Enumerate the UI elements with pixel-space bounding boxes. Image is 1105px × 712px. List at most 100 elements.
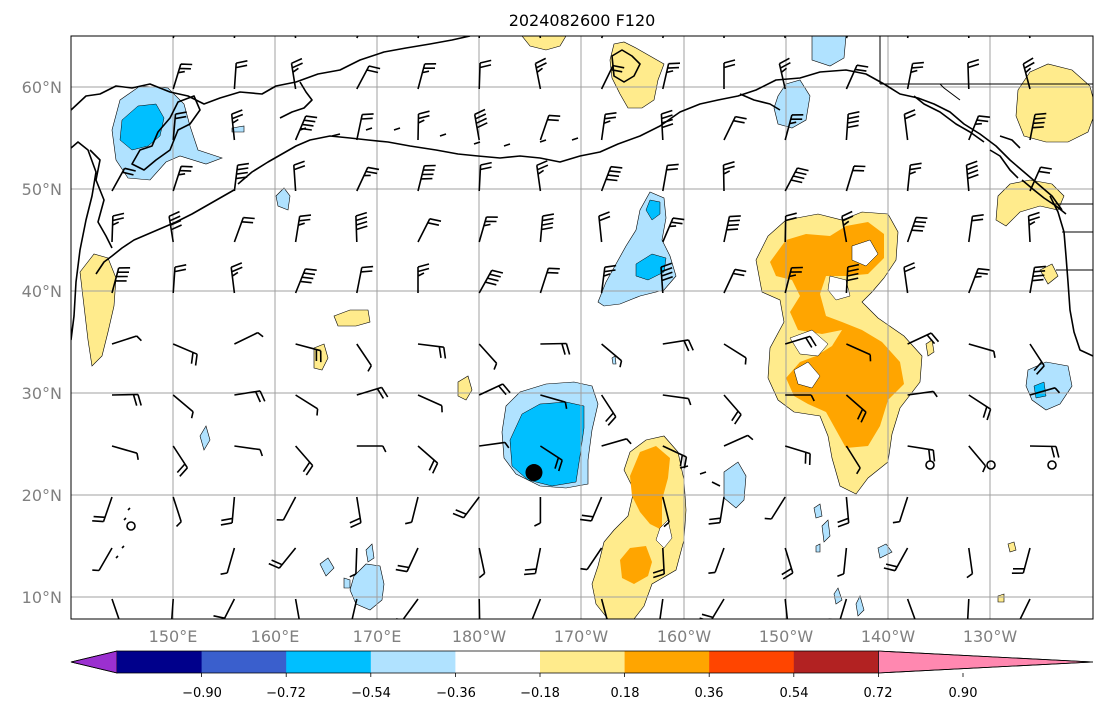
wind-barb xyxy=(478,343,498,370)
wind-barb xyxy=(659,598,664,619)
wind-barb xyxy=(785,394,815,402)
blue-shading xyxy=(119,103,1047,487)
wind-barb xyxy=(906,162,922,192)
map-frame xyxy=(70,35,1094,620)
wind-barb xyxy=(845,36,849,39)
colorbar-tick-label: −0.18 xyxy=(520,686,560,701)
wind-barb xyxy=(784,266,803,294)
wind-barb xyxy=(417,445,439,474)
storm-location-marker xyxy=(525,464,543,482)
lon-label: 170°W xyxy=(554,627,609,646)
orange-shading xyxy=(620,222,904,584)
wind-barb xyxy=(290,57,303,90)
lon-label: 140°W xyxy=(861,627,916,646)
wind-barb xyxy=(478,36,481,39)
wind-barb xyxy=(845,111,860,141)
wind-barb xyxy=(172,445,189,477)
wind-barb xyxy=(172,36,175,39)
colorbar-extend-high xyxy=(878,650,1094,674)
colorbar-segment xyxy=(201,651,287,673)
colorbar-tick-label: −0.72 xyxy=(266,686,306,701)
wind-barb xyxy=(784,167,809,192)
colorbar-segment xyxy=(455,651,541,673)
lon-label: 170°E xyxy=(353,627,402,646)
wind-barb xyxy=(723,394,742,425)
wind-barb xyxy=(534,497,542,527)
wind-barb xyxy=(111,212,125,243)
wind-barb xyxy=(534,57,547,90)
wind-barb xyxy=(1028,36,1031,39)
calm-wind-circle xyxy=(1047,460,1057,470)
wind-barb xyxy=(845,263,860,294)
colorbar-tick-label: −0.54 xyxy=(351,686,391,701)
wind-barb xyxy=(662,496,670,528)
wind-barb xyxy=(1029,112,1047,141)
wind-barb xyxy=(708,547,725,574)
wind-barb xyxy=(356,166,380,192)
lon-label: 180°W xyxy=(452,627,507,646)
wind-barb xyxy=(883,547,909,572)
wind-barb xyxy=(293,160,306,192)
wind-barb xyxy=(662,445,688,469)
wind-barb xyxy=(841,210,854,243)
wind-barb xyxy=(531,598,542,619)
wind-barb xyxy=(479,441,510,449)
wind-barb xyxy=(417,218,442,243)
wind-barb xyxy=(845,165,866,192)
wind-barb xyxy=(349,547,358,578)
wind-barb xyxy=(784,598,789,619)
wind-barb xyxy=(837,547,848,577)
lat-label: 50°N xyxy=(22,180,62,199)
wind-barb xyxy=(1011,547,1031,574)
wind-barb xyxy=(294,598,300,619)
wind-barb xyxy=(405,496,419,525)
wind-barb xyxy=(723,59,736,89)
lon-label: 160°E xyxy=(251,627,300,646)
wind-barb xyxy=(1029,265,1046,294)
lat-label: 30°N xyxy=(22,384,62,403)
wind-barb xyxy=(452,496,480,519)
wind-barb xyxy=(967,58,980,90)
wind-barb xyxy=(349,496,362,529)
wind-barb xyxy=(845,64,869,90)
wind-barb xyxy=(230,109,244,141)
wind-barb xyxy=(168,210,182,243)
wind-barb xyxy=(276,496,297,521)
wind-barb xyxy=(417,110,430,141)
wind-barb xyxy=(784,335,817,348)
wind-barb xyxy=(172,63,193,90)
wind-barb xyxy=(764,496,786,520)
wind-barb xyxy=(845,394,867,423)
wind-barb xyxy=(723,434,754,447)
wind-barb xyxy=(600,112,617,141)
colorbar-extend-low xyxy=(70,650,118,674)
calm-wind-circle xyxy=(986,460,996,470)
colorbar-segment xyxy=(286,651,372,673)
wind-barb xyxy=(356,65,381,90)
wind-barb xyxy=(111,598,120,619)
wind-barbs xyxy=(92,36,1061,619)
map-title: 2024082600 F120 xyxy=(509,11,656,30)
wind-barb xyxy=(660,262,673,294)
wind-barb xyxy=(906,36,909,39)
wind-barb xyxy=(966,547,974,579)
colorbar-tick-label: 0.90 xyxy=(949,686,978,701)
wind-barb xyxy=(708,496,725,525)
wind-barb xyxy=(213,598,236,619)
wind-barb xyxy=(1029,166,1052,192)
colorbar-tick-label: 0.54 xyxy=(780,686,809,701)
wind-barb xyxy=(417,263,430,293)
wind-barb xyxy=(600,598,608,619)
wind-barb xyxy=(968,115,990,141)
wind-barb xyxy=(580,547,603,571)
wind-barb xyxy=(356,386,389,399)
wind-barb xyxy=(478,598,481,619)
wind-barb xyxy=(784,114,804,141)
wind-barb xyxy=(294,214,312,243)
wind-barb xyxy=(295,394,319,416)
wind-barb xyxy=(234,390,266,403)
wind-barb xyxy=(417,36,420,39)
wind-barb xyxy=(294,115,318,141)
wind-barb xyxy=(172,264,187,294)
